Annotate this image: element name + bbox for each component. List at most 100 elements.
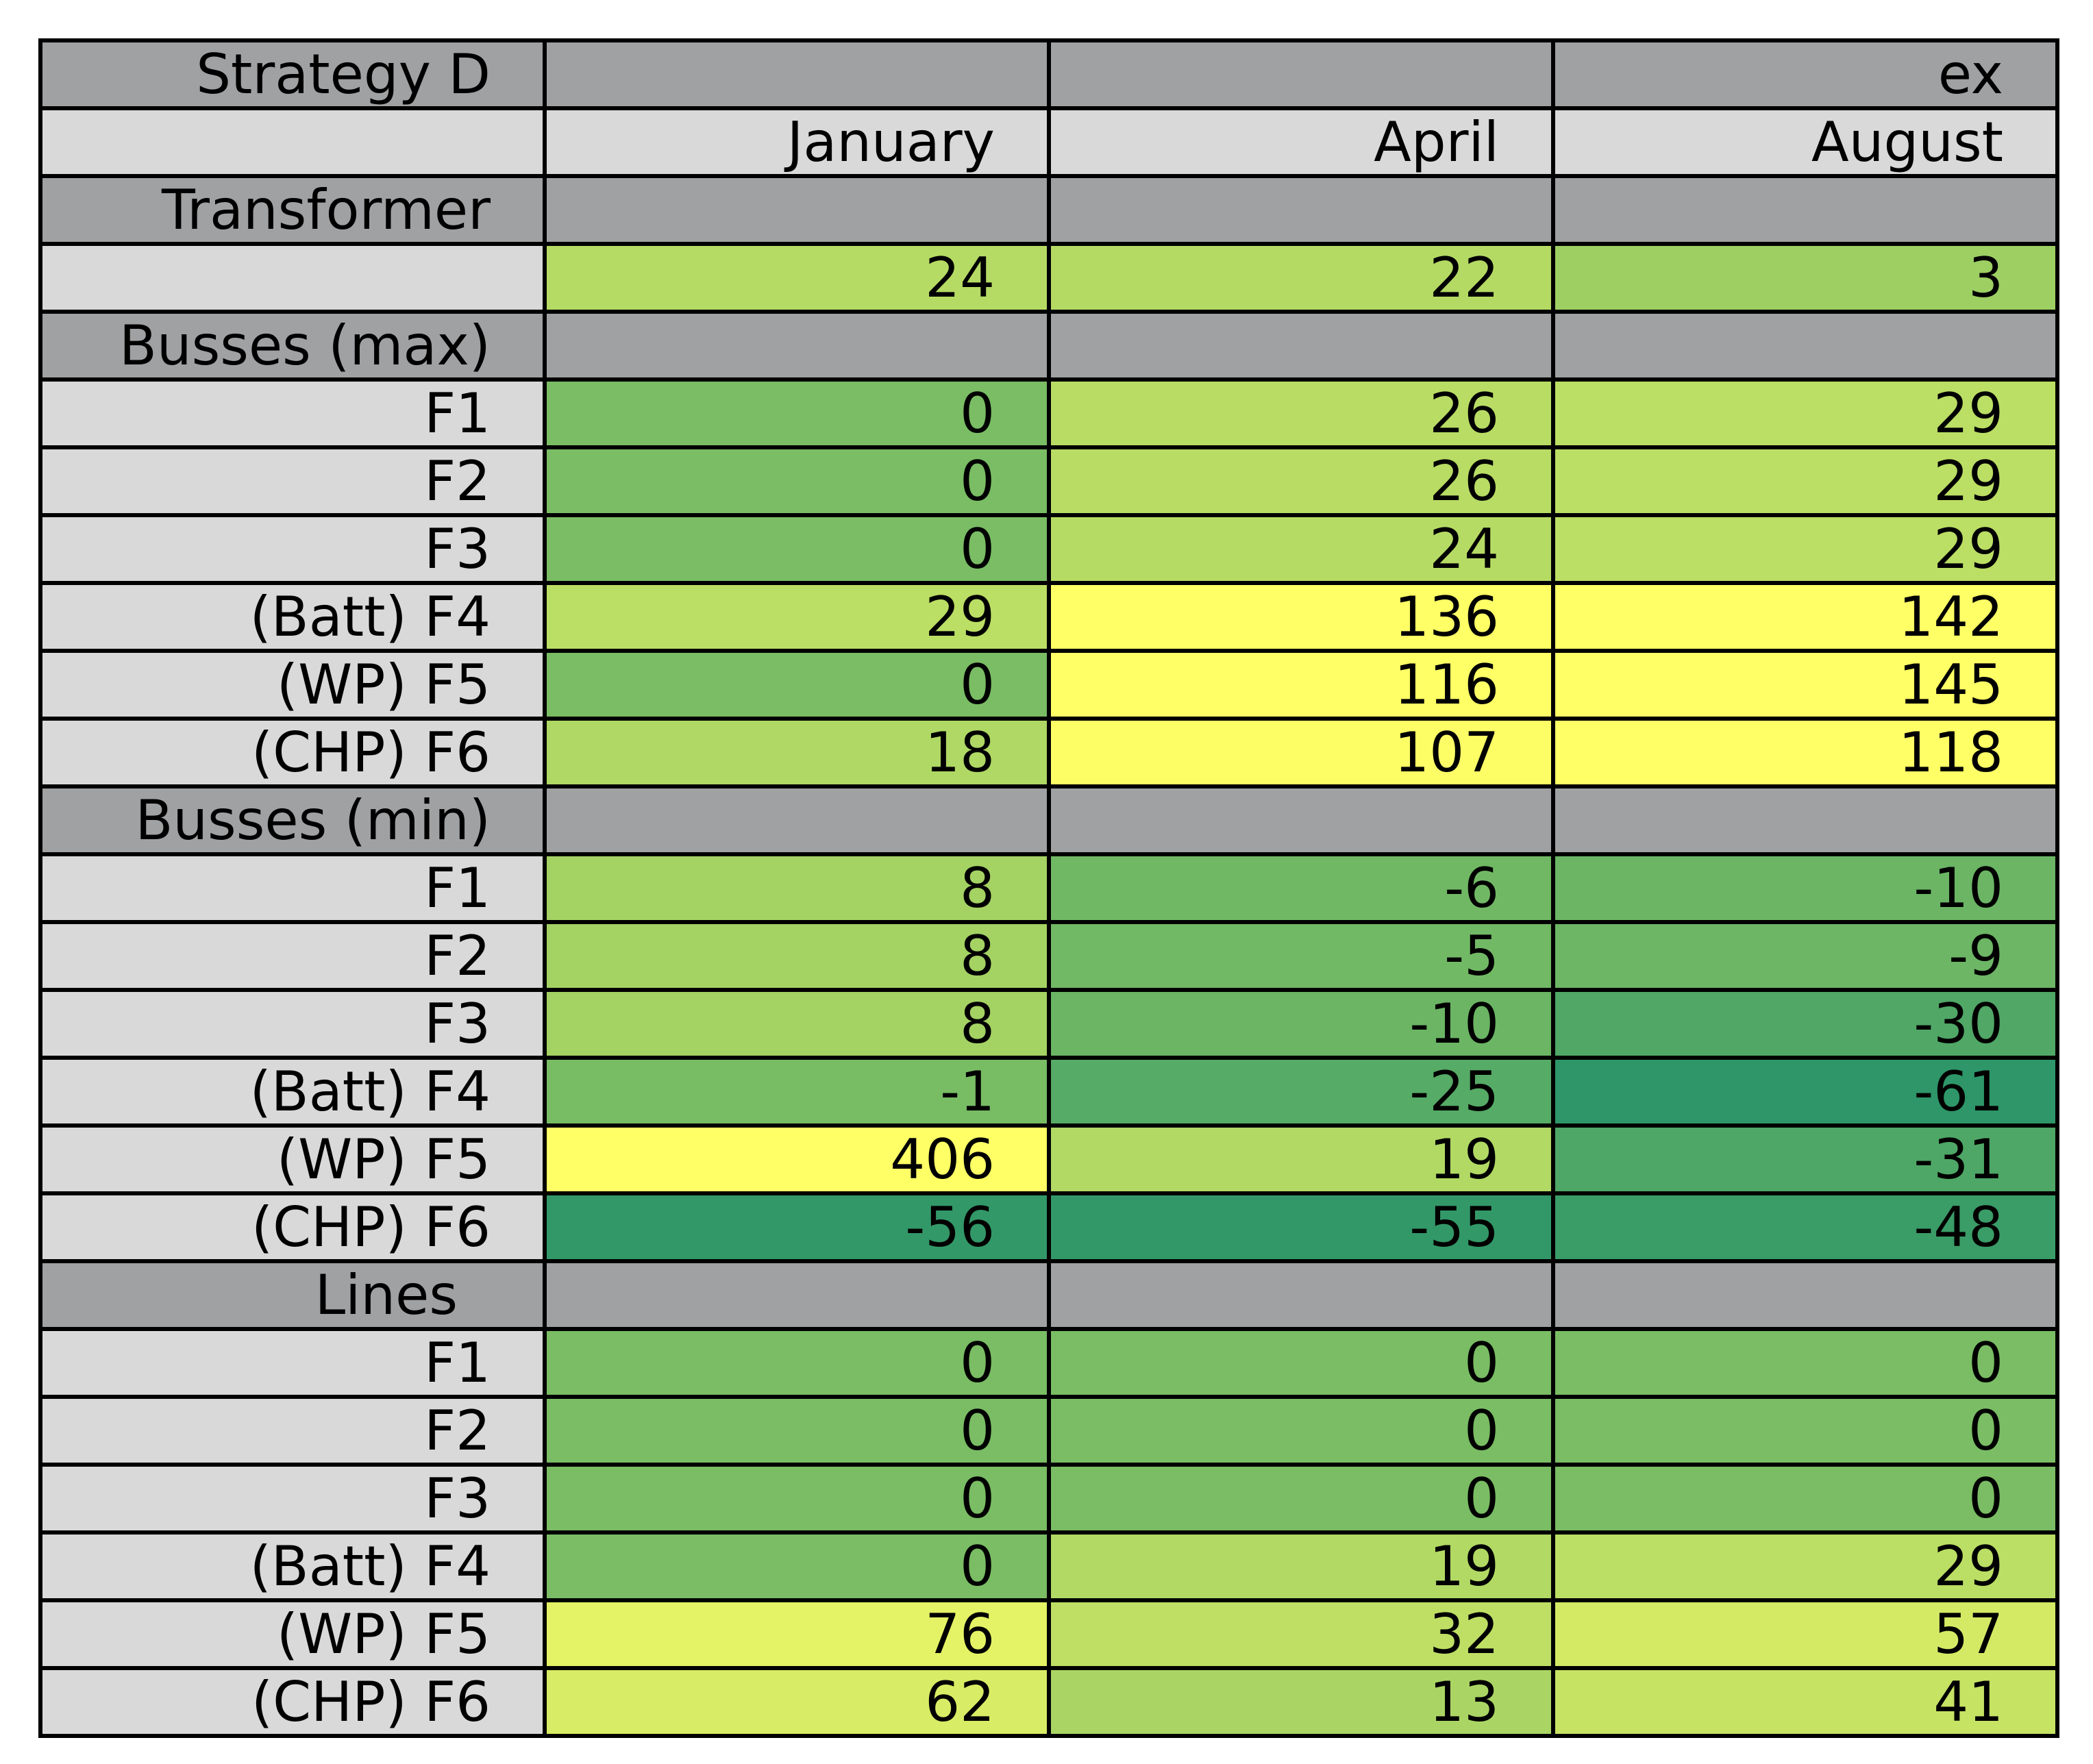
- value-cell: 0: [1047, 1395, 1555, 1467]
- row-label: (CHP) F6: [38, 1666, 547, 1738]
- section-label: Transformer: [38, 174, 547, 246]
- value-cell: 8: [543, 988, 1051, 1060]
- value-cell: 8: [543, 852, 1051, 924]
- value-cell: 0: [1551, 1327, 2059, 1399]
- row-label: F3: [38, 513, 547, 585]
- value-cell: 19: [1047, 1530, 1555, 1602]
- section-filler: [1047, 1259, 1555, 1331]
- value-cell: 0: [1551, 1463, 2059, 1535]
- table-row: F1 8 -6 -10: [38, 852, 2059, 924]
- section-filler: [543, 310, 1051, 382]
- value-cell: 62: [543, 1666, 1051, 1738]
- row-label: F1: [38, 852, 547, 924]
- section-filler: [1047, 310, 1555, 382]
- value-cell: 107: [1047, 717, 1555, 788]
- value-cell: -55: [1047, 1191, 1555, 1263]
- section-label: Busses (max): [38, 310, 547, 382]
- value-cell: -9: [1551, 920, 2059, 992]
- row-label: (Batt) F4: [38, 1530, 547, 1602]
- value-cell: 0: [543, 377, 1051, 449]
- header-top-cell: [543, 38, 1051, 110]
- value-cell: 116: [1047, 649, 1555, 721]
- header-row-columns: January April August: [38, 106, 2059, 178]
- value-cell: 29: [1551, 513, 2059, 585]
- row-label: F3: [38, 988, 547, 1060]
- column-header: April: [1047, 106, 1555, 178]
- value-cell: -10: [1047, 988, 1555, 1060]
- value-cell: 24: [1047, 513, 1555, 585]
- value-cell: 0: [543, 513, 1051, 585]
- value-cell: -48: [1551, 1191, 2059, 1263]
- row-label: F2: [38, 445, 547, 517]
- row-label: F1: [38, 1327, 547, 1399]
- value-cell: -31: [1551, 1123, 2059, 1195]
- section-filler: [543, 1259, 1051, 1331]
- table-row: F2 0 0 0: [38, 1395, 2059, 1467]
- value-cell: 19: [1047, 1123, 1555, 1195]
- value-cell: -10: [1551, 852, 2059, 924]
- value-cell: 0: [1047, 1463, 1555, 1535]
- row-label: (WP) F5: [38, 1123, 547, 1195]
- section-label: Busses (min): [38, 784, 547, 856]
- row-label: (Batt) F4: [38, 1056, 547, 1128]
- value-cell: -6: [1047, 852, 1555, 924]
- table-row: (WP) F5 406 19 -31: [38, 1123, 2059, 1195]
- value-cell: 0: [543, 649, 1051, 721]
- table-row: (CHP) F6 18 107 118: [38, 717, 2059, 788]
- section-filler: [1551, 1259, 2059, 1331]
- value-cell: 406: [543, 1123, 1051, 1195]
- row-label: (Batt) F4: [38, 581, 547, 653]
- row-label: (WP) F5: [38, 1598, 547, 1670]
- table-row: (WP) F5 76 32 57: [38, 1598, 2059, 1670]
- row-label: (CHP) F6: [38, 717, 547, 788]
- section-row: Transformer: [38, 174, 2059, 246]
- value-cell: 22: [1047, 242, 1555, 314]
- section-filler: [1551, 174, 2059, 246]
- value-cell: 26: [1047, 377, 1555, 449]
- section-filler: [1551, 310, 2059, 382]
- value-cell: 145: [1551, 649, 2059, 721]
- table-body: Strategy D ex January April August Transforme…: [38, 38, 2059, 1738]
- value-cell: 0: [1047, 1327, 1555, 1399]
- value-cell: 29: [1551, 445, 2059, 517]
- table-row: F2 0 26 29: [38, 445, 2059, 517]
- value-cell: 41: [1551, 1666, 2059, 1738]
- value-cell: 136: [1047, 581, 1555, 653]
- header-top-cell: [1047, 38, 1555, 110]
- row-label: (WP) F5: [38, 649, 547, 721]
- value-cell: 29: [543, 581, 1051, 653]
- table-row: F1 0 26 29: [38, 377, 2059, 449]
- section-filler: [1047, 784, 1555, 856]
- value-cell: 18: [543, 717, 1051, 788]
- table-row: F3 8 -10 -30: [38, 988, 2059, 1060]
- section-filler: [543, 784, 1051, 856]
- row-label: F1: [38, 377, 547, 449]
- value-cell: 0: [543, 1530, 1051, 1602]
- section-filler: [543, 174, 1051, 246]
- table-row: F3 0 24 29: [38, 513, 2059, 585]
- value-cell: 29: [1551, 1530, 2059, 1602]
- section-filler: [1551, 784, 2059, 856]
- value-cell: 24: [543, 242, 1051, 314]
- table-row: F2 8 -5 -9: [38, 920, 2059, 992]
- value-cell: 118: [1551, 717, 2059, 788]
- value-cell: 26: [1047, 445, 1555, 517]
- value-cell: -5: [1047, 920, 1555, 992]
- header-top-cell: ex: [1551, 38, 2059, 110]
- section-filler: [1047, 174, 1555, 246]
- value-cell: -25: [1047, 1056, 1555, 1128]
- value-cell: 8: [543, 920, 1051, 992]
- column-header: August: [1551, 106, 2059, 178]
- value-cell: -61: [1551, 1056, 2059, 1128]
- table-row: (Batt) F4 29 136 142: [38, 581, 2059, 653]
- value-cell: 76: [543, 1598, 1051, 1670]
- table-row: (WP) F5 0 116 145: [38, 649, 2059, 721]
- value-cell: -1: [543, 1056, 1051, 1128]
- value-cell: 3: [1551, 242, 2059, 314]
- section-row: Busses (max): [38, 310, 2059, 382]
- table-title: Strategy D: [38, 38, 547, 110]
- value-cell: 0: [543, 1463, 1051, 1535]
- table-row: F1 0 0 0: [38, 1327, 2059, 1399]
- header-row-top: Strategy D ex: [38, 38, 2059, 110]
- table-row: (Batt) F4 -1 -25 -61: [38, 1056, 2059, 1128]
